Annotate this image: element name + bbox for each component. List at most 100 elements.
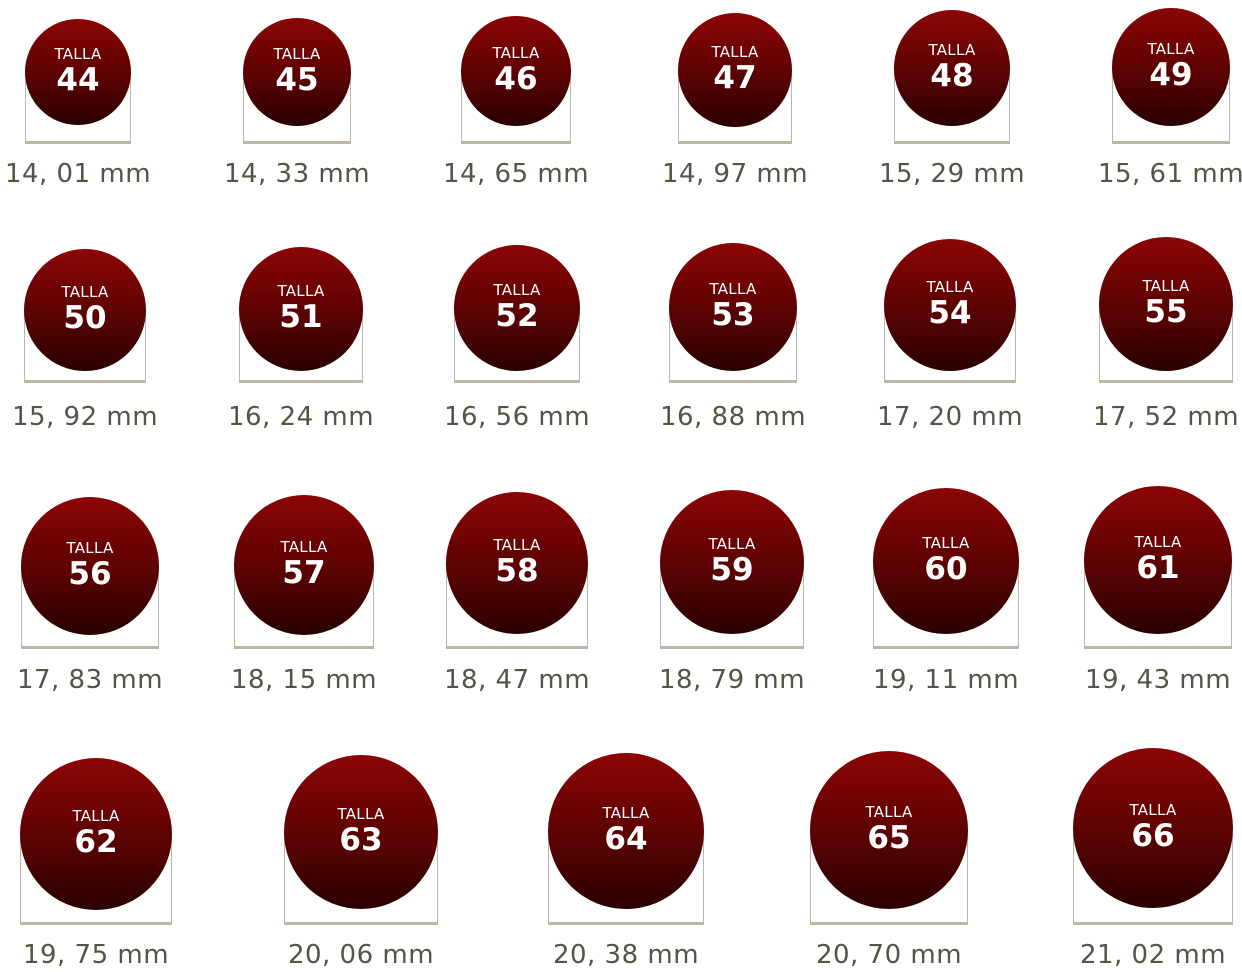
talla-label: TALLA: [1147, 40, 1195, 58]
size-number: 45: [275, 62, 319, 98]
talla-label: TALLA: [66, 539, 114, 557]
ring-size-circle: TALLA 63: [284, 755, 438, 909]
ring-size-circle: TALLA 65: [810, 751, 968, 909]
ruler-left-line: [810, 830, 811, 924]
diameter-ruler: [461, 141, 571, 144]
diameter-label: 20, 38 mm: [552, 940, 700, 970]
size-number: 55: [1144, 294, 1188, 330]
diameter-label: 21, 02 mm: [1079, 940, 1227, 970]
diameter-label: 15, 92 mm: [11, 402, 159, 432]
diameter-ruler: [548, 922, 704, 925]
ruler-right-line: [1232, 828, 1233, 924]
size-number: 49: [1149, 57, 1193, 93]
ruler-left-line: [20, 834, 21, 924]
ring-size-circle: TALLA 62: [20, 758, 172, 910]
diameter-label: 14, 97 mm: [661, 159, 809, 189]
talla-label: TALLA: [61, 283, 109, 301]
size-number: 51: [279, 299, 323, 335]
diameter-label: 14, 65 mm: [442, 159, 590, 189]
diameter-label: 18, 79 mm: [658, 665, 806, 695]
ruler-left-line: [234, 565, 235, 648]
diameter-label: 20, 70 mm: [815, 940, 963, 970]
ruler-left-line: [548, 831, 549, 924]
talla-label: TALLA: [711, 43, 759, 61]
ring-size-circle: TALLA 59: [660, 490, 804, 634]
ruler-left-line: [461, 71, 462, 143]
diameter-ruler: [810, 922, 968, 925]
size-number: 65: [867, 820, 911, 856]
talla-label: TALLA: [54, 45, 102, 63]
diameter-label: 16, 24 mm: [227, 402, 375, 432]
ring-size-circle: TALLA 45: [243, 18, 351, 126]
size-number: 56: [68, 556, 112, 592]
ring-size-circle: TALLA 46: [461, 16, 571, 126]
diameter-ruler: [25, 141, 131, 144]
talla-label: TALLA: [72, 807, 120, 825]
ruler-right-line: [803, 562, 804, 648]
diameter-label: 14, 33 mm: [223, 159, 371, 189]
diameter-ruler: [678, 141, 792, 144]
diameter-label: 17, 20 mm: [876, 402, 1024, 432]
diameter-label: 19, 11 mm: [872, 665, 1020, 695]
ring-size-circle: TALLA 44: [25, 19, 131, 125]
diameter-ruler: [1073, 922, 1233, 925]
diameter-label: 19, 43 mm: [1084, 665, 1232, 695]
ruler-right-line: [1018, 561, 1019, 648]
diameter-label: 18, 47 mm: [443, 665, 591, 695]
ruler-right-line: [1009, 68, 1010, 143]
ring-size-circle: TALLA 57: [234, 495, 374, 635]
size-number: 57: [282, 555, 326, 591]
ruler-left-line: [1073, 828, 1074, 924]
ring-size-circle: TALLA 66: [1073, 748, 1233, 908]
talla-label: TALLA: [1134, 533, 1182, 551]
talla-label: TALLA: [280, 538, 328, 556]
talla-label: TALLA: [602, 804, 650, 822]
diameter-ruler: [660, 646, 804, 649]
ring-size-circle: TALLA 61: [1084, 486, 1232, 634]
ring-size-circle: TALLA 58: [446, 492, 588, 634]
ruler-right-line: [967, 830, 968, 924]
ring-size-circle: TALLA 50: [24, 249, 146, 371]
ruler-right-line: [1015, 305, 1016, 382]
diameter-label: 15, 29 mm: [878, 159, 1026, 189]
size-number: 66: [1131, 818, 1175, 854]
size-number: 64: [604, 821, 648, 857]
talla-label: TALLA: [492, 44, 540, 62]
diameter-ruler: [1099, 380, 1233, 383]
talla-label: TALLA: [1142, 277, 1190, 295]
size-number: 46: [494, 61, 538, 97]
ruler-left-line: [454, 308, 455, 382]
ring-size-circle: TALLA 64: [548, 753, 704, 909]
ring-size-circle: TALLA 60: [873, 488, 1019, 634]
ruler-left-line: [884, 305, 885, 382]
ring-size-circle: TALLA 49: [1112, 8, 1230, 126]
ruler-left-line: [678, 70, 679, 143]
talla-label: TALLA: [277, 282, 325, 300]
ruler-right-line: [1229, 67, 1230, 143]
diameter-ruler: [454, 380, 580, 383]
talla-label: TALLA: [1129, 801, 1177, 819]
ruler-left-line: [1112, 67, 1113, 143]
talla-label: TALLA: [493, 281, 541, 299]
diameter-ruler: [669, 380, 797, 383]
diameter-ruler: [243, 141, 351, 144]
diameter-ruler: [21, 646, 159, 649]
size-number: 59: [710, 552, 754, 588]
ruler-left-line: [1084, 560, 1085, 648]
size-number: 48: [930, 58, 974, 94]
diameter-ruler: [234, 646, 374, 649]
diameter-label: 16, 56 mm: [443, 402, 591, 432]
ruler-left-line: [24, 310, 25, 382]
talla-label: TALLA: [337, 805, 385, 823]
ruler-right-line: [570, 71, 571, 143]
talla-label: TALLA: [865, 803, 913, 821]
ruler-left-line: [446, 563, 447, 648]
talla-label: TALLA: [709, 280, 757, 298]
ring-size-circle: TALLA 47: [678, 13, 792, 127]
ruler-left-line: [25, 72, 26, 143]
diameter-ruler: [873, 646, 1019, 649]
ring-size-circle: TALLA 54: [884, 239, 1016, 371]
size-number: 60: [924, 551, 968, 587]
ruler-left-line: [1099, 304, 1100, 382]
talla-label: TALLA: [928, 41, 976, 59]
